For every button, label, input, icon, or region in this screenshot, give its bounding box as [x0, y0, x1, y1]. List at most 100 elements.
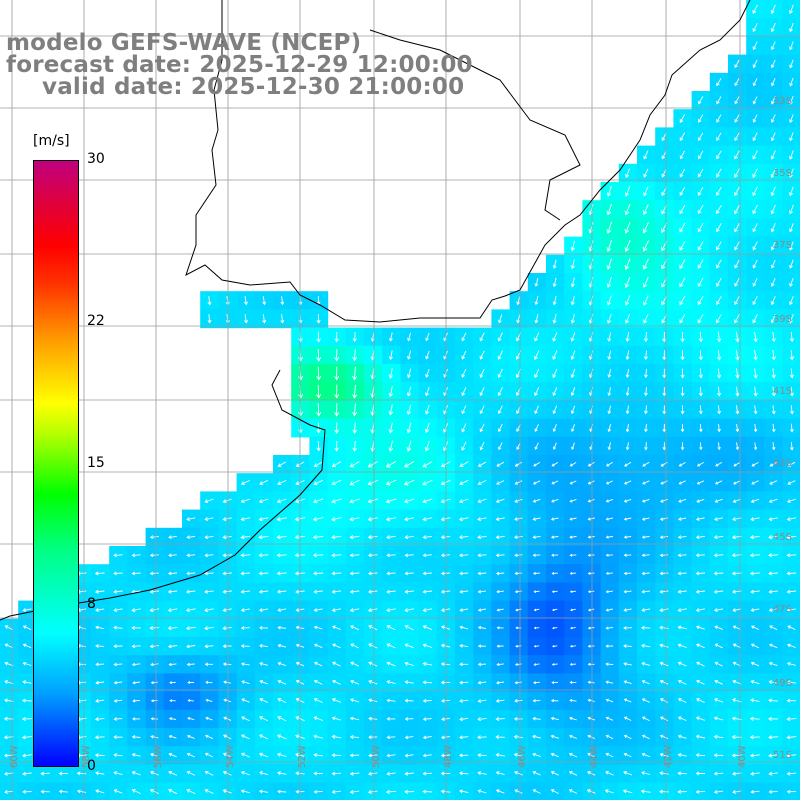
wind-arrow — [569, 716, 577, 721]
wind-arrow — [186, 662, 195, 667]
wind-arrow — [605, 770, 614, 776]
wind-arrow — [697, 114, 704, 123]
latitude-label: 39S — [773, 314, 792, 325]
wind-arrow — [606, 203, 612, 216]
wind-arrow — [95, 625, 105, 630]
wind-arrow — [534, 405, 540, 415]
wind-arrow — [331, 535, 342, 540]
wind-arrow — [113, 771, 123, 776]
wind-arrow — [368, 716, 378, 721]
wind-speed-cell — [163, 782, 183, 800]
wind-arrow — [679, 186, 686, 196]
wind-arrow — [187, 681, 195, 684]
wind-arrow — [331, 608, 341, 613]
wind-arrow — [169, 681, 176, 685]
wind-arrow — [605, 590, 613, 594]
wind-arrow — [258, 498, 269, 504]
wind-arrow — [222, 789, 232, 794]
wind-arrow — [22, 753, 32, 758]
wind-arrow — [587, 480, 595, 485]
wind-speed-cell — [600, 782, 620, 800]
wind-arrow — [571, 442, 575, 451]
wind-arrow — [734, 168, 740, 178]
longitude-label: 58W — [81, 745, 92, 768]
wind-arrow — [385, 479, 397, 486]
wind-arrow — [497, 350, 503, 360]
wind-arrow — [550, 789, 559, 794]
wind-arrow — [752, 296, 758, 306]
latitude-label: 41S — [773, 386, 792, 397]
wind-arrow — [186, 553, 196, 558]
colorbar-tick-label: 0 — [87, 758, 96, 774]
wind-arrow — [770, 277, 776, 287]
wind-arrow — [40, 771, 50, 776]
wind-arrow — [349, 753, 360, 758]
wind-arrow — [241, 716, 250, 722]
wind-arrow — [513, 535, 523, 540]
wind-arrow — [569, 462, 577, 467]
wind-arrow — [495, 553, 505, 558]
wind-arrow — [94, 717, 105, 722]
wind-arrow — [659, 589, 669, 594]
wind-arrow — [313, 771, 323, 776]
wind-arrow — [422, 589, 433, 594]
wind-arrow — [534, 387, 540, 397]
wind-arrow — [680, 331, 685, 343]
wind-arrow — [207, 314, 212, 324]
wind-arrow — [789, 77, 794, 87]
wind-arrow — [643, 150, 649, 160]
wind-arrow — [787, 480, 796, 485]
wind-arrow — [150, 699, 158, 703]
wind-arrow — [95, 789, 105, 794]
wind-arrow — [753, 349, 758, 361]
wind-arrow — [788, 186, 794, 197]
wind-arrow — [94, 735, 105, 740]
wind-arrow — [168, 662, 177, 667]
wind-arrow — [695, 734, 705, 739]
wind-arrow — [223, 698, 232, 703]
wind-arrow — [406, 404, 412, 416]
wind-arrow — [406, 440, 412, 452]
wind-arrow — [622, 789, 633, 794]
wind-arrow — [713, 771, 724, 776]
wind-arrow — [515, 644, 522, 648]
wind-arrow — [551, 681, 559, 684]
wind-arrow — [187, 716, 195, 721]
wind-arrow — [331, 716, 342, 721]
wind-arrow — [680, 350, 685, 361]
wind-arrow — [659, 571, 669, 576]
wind-arrow — [113, 553, 123, 558]
wind-arrow — [312, 534, 324, 540]
wind-arrow — [713, 553, 724, 558]
wind-arrow — [479, 405, 485, 415]
wind-arrow — [385, 461, 397, 468]
wind-arrow — [732, 643, 741, 649]
wind-arrow — [607, 368, 612, 379]
wind-arrow — [94, 589, 105, 594]
wind-arrow — [786, 789, 796, 794]
wind-arrow — [550, 517, 559, 521]
wind-arrow — [422, 735, 432, 740]
wind-arrow — [223, 716, 232, 721]
wind-arrow — [786, 517, 796, 522]
wind-arrow — [623, 480, 632, 485]
wind-arrow — [313, 789, 323, 794]
wind-arrow — [222, 770, 232, 776]
wind-arrow — [458, 535, 469, 540]
wind-arrow — [769, 480, 778, 485]
wind-speed-cell — [455, 782, 474, 800]
wind-arrow — [186, 644, 196, 649]
wind-arrow — [695, 753, 706, 758]
wind-arrow — [587, 770, 596, 776]
wind-arrow — [679, 241, 686, 251]
wind-arrow — [789, 114, 794, 123]
wind-arrow — [642, 240, 649, 252]
wind-arrow — [750, 625, 760, 631]
wind-arrow — [240, 498, 251, 504]
wind-arrow — [313, 589, 323, 594]
wind-arrow — [605, 462, 613, 467]
longitude-label: 56W — [153, 745, 164, 768]
wind-arrow — [386, 571, 396, 576]
wind-arrow — [677, 625, 687, 630]
wind-arrow — [642, 277, 649, 288]
